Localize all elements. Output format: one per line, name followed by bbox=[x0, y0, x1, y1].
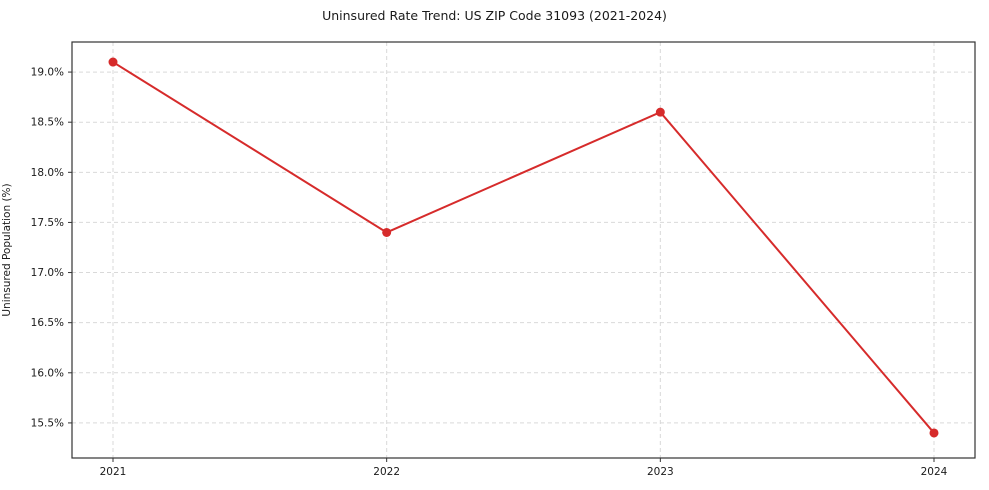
data-point-marker bbox=[382, 227, 392, 237]
x-tick-label: 2024 bbox=[921, 466, 948, 478]
y-tick-label: 17.5% bbox=[31, 217, 64, 229]
x-tick-label: 2023 bbox=[647, 466, 674, 478]
y-tick-label: 16.5% bbox=[31, 317, 64, 329]
x-tick-label: 2022 bbox=[373, 466, 400, 478]
chart-title: Uninsured Rate Trend: US ZIP Code 31093 … bbox=[322, 8, 667, 23]
y-tick-label: 19.0% bbox=[31, 67, 64, 79]
y-tick-label: 18.0% bbox=[31, 167, 64, 179]
y-tick-label: 17.0% bbox=[31, 267, 64, 279]
data-point-marker bbox=[929, 428, 939, 438]
series-line bbox=[112, 61, 935, 434]
y-tick-label: 18.5% bbox=[31, 117, 64, 129]
data-point-marker bbox=[655, 107, 665, 117]
data-point-marker bbox=[108, 57, 118, 67]
plot-border bbox=[71, 41, 976, 459]
y-tick-label: 15.5% bbox=[31, 417, 64, 429]
y-tick-label: 16.0% bbox=[31, 367, 64, 379]
y-axis-label: Uninsured Population (%) bbox=[1, 183, 13, 317]
x-tick-label: 2021 bbox=[100, 466, 127, 478]
